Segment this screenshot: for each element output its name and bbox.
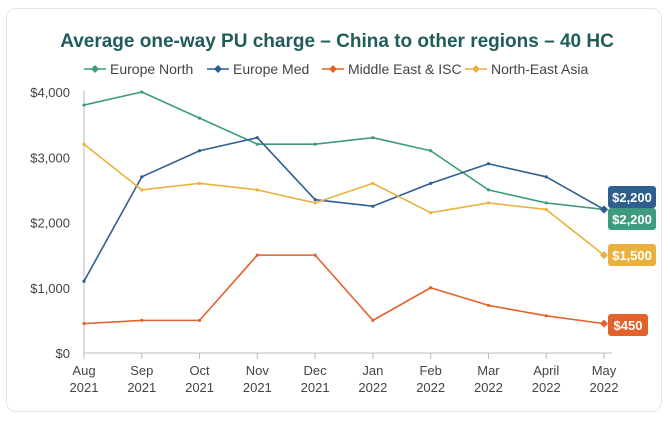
x-tick-label: Oct 2021: [185, 363, 214, 395]
legend-label: Europe North: [110, 61, 193, 77]
end-label-middle-east-isc: $450: [608, 314, 648, 336]
series-north-east-asia: [82, 142, 608, 260]
end-marker: [600, 205, 608, 214]
data-point: [544, 314, 548, 318]
data-point: [197, 181, 202, 185]
series-line: [83, 143, 605, 256]
y-tick-label: $3,000: [30, 150, 70, 165]
data-point: [486, 303, 491, 307]
end-labels: $2,200 $2,200 $1,500 $450: [608, 186, 656, 336]
data-point: [313, 142, 317, 146]
end-label-box: [608, 208, 656, 230]
end-label-box: [608, 186, 656, 208]
legend-item-middle-east-isc: Middle East & ISC: [322, 61, 462, 77]
chart-card: [6, 8, 662, 412]
data-point: [255, 136, 259, 140]
x-tick-label: April 2022: [532, 363, 561, 395]
data-point: [140, 90, 144, 94]
data-point: [82, 142, 86, 146]
x-tick-label: Feb 2022: [416, 363, 445, 395]
end-label-box: [608, 244, 656, 266]
data-point: [486, 201, 491, 205]
legend-swatch-marker: [329, 65, 337, 73]
legend-label: Europe Med: [233, 61, 309, 77]
legend-label: Middle East & ISC: [348, 61, 462, 77]
series-layer: [82, 90, 608, 328]
legend-swatch-marker: [472, 65, 480, 73]
series-europe-med: [82, 136, 608, 283]
series-middle-east-isc: [82, 253, 608, 328]
x-tick-label: Aug 2021: [70, 363, 99, 395]
legend: Europe North Europe Med Middle East & ISC N…: [84, 61, 588, 77]
data-point: [371, 136, 375, 140]
data-point: [544, 207, 548, 212]
data-point: [429, 286, 433, 290]
y-tick-label: $1,000: [30, 281, 70, 296]
data-point: [544, 201, 548, 205]
end-label-box: [608, 314, 648, 336]
x-tick-label: Nov 2021: [243, 363, 272, 395]
x-tick-label: Dec 2021: [301, 363, 330, 395]
y-tick-label: $0: [56, 346, 70, 361]
legend-item-north-east-asia: North-East Asia: [465, 61, 588, 77]
series-line: [83, 136, 605, 282]
data-point: [197, 149, 202, 153]
series-europe-north: [82, 90, 608, 214]
series-line: [83, 91, 605, 211]
x-tick-label: May 2022: [590, 363, 619, 395]
data-point: [429, 211, 433, 215]
data-point: [140, 175, 144, 179]
end-label-text: $2,200: [612, 212, 652, 227]
series-line: [83, 254, 605, 325]
axes: $0 $1,000 $2,000 $3,000 $4,000 Aug 2021 Sep 2021…: [30, 85, 618, 395]
data-point: [371, 204, 375, 208]
y-tick-label: $4,000: [30, 85, 70, 100]
data-point: [313, 253, 317, 257]
chart-title: Average one-way PU charge – China to oth…: [60, 31, 614, 52]
data-point: [429, 149, 433, 153]
legend-swatch-marker: [214, 65, 222, 73]
legend-label: North-East Asia: [491, 61, 588, 77]
legend-item-europe-north: Europe North: [84, 61, 193, 77]
end-marker: [600, 319, 608, 328]
data-point: [255, 142, 259, 146]
data-point: [313, 198, 317, 202]
end-label-europe-north: $2,200: [608, 208, 656, 230]
data-point: [140, 188, 144, 192]
data-point: [255, 253, 259, 257]
data-point: [371, 318, 375, 322]
data-point: [82, 322, 86, 326]
x-tick-label: Sep 2021: [127, 363, 156, 395]
data-point: [82, 103, 86, 107]
data-point: [371, 181, 375, 185]
data-point: [313, 201, 317, 205]
data-point: [486, 188, 491, 192]
data-point: [82, 279, 86, 283]
legend-item-europe-med: Europe Med: [207, 61, 309, 77]
end-label-north-east-asia: $1,500: [608, 244, 656, 266]
y-tick-label: $2,000: [30, 216, 70, 231]
data-point: [255, 188, 259, 192]
data-point: [140, 318, 144, 322]
end-label-text: $450: [614, 318, 643, 333]
x-tick-label: Mar 2022: [474, 363, 503, 395]
end-label-text: $2,200: [612, 190, 652, 205]
data-point: [544, 175, 548, 179]
data-point: [197, 116, 202, 120]
data-point: [197, 318, 202, 322]
legend-swatch-marker: [91, 65, 99, 73]
data-point: [429, 181, 433, 185]
x-tick-label: Jan 2022: [358, 363, 387, 395]
end-label-europe-med: $2,200: [608, 186, 656, 208]
data-point: [486, 162, 491, 166]
end-label-text: $1,500: [612, 248, 652, 263]
end-marker: [600, 251, 608, 260]
